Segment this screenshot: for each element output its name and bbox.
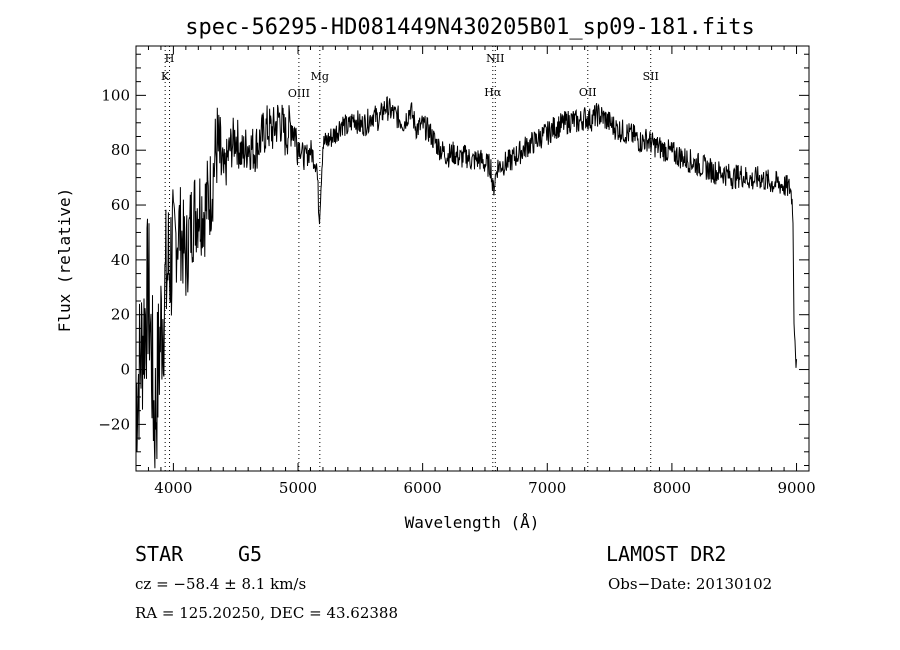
spectral-line-label: NII [486, 52, 504, 65]
spectrum-line [135, 96, 797, 469]
object-subclass: G5 [238, 542, 263, 566]
spectral-line-label: H [165, 52, 175, 65]
y-tick-label: −20 [98, 415, 130, 433]
x-axis-label: Wavelength (Å) [405, 513, 540, 532]
y-tick-label: 80 [111, 141, 130, 159]
x-tick-label: 5000 [279, 479, 317, 497]
x-axis-ticks: 4000 5000 6000 7000 8000 9000 [147, 46, 816, 497]
survey-name: LAMOST DR2 [606, 542, 727, 566]
y-tick-label: 40 [111, 251, 130, 269]
spectral-line-label: K [161, 70, 170, 83]
y-tick-label: 100 [101, 86, 130, 104]
x-tick-label: 9000 [777, 479, 815, 497]
object-class: STAR [135, 542, 184, 566]
y-tick-label: 20 [111, 306, 130, 324]
x-tick-label: 6000 [404, 479, 442, 497]
y-tick-label: 0 [120, 361, 130, 379]
redshift-velocity: cz = −58.4 ± 8.1 km/s [135, 575, 307, 593]
spectral-line-label: Mg [311, 70, 329, 83]
spectral-line-label: OII [579, 86, 597, 99]
y-axis-label: Flux (relative) [55, 188, 74, 333]
y-axis-ticks: −20 0 20 40 60 80 100 [98, 53, 809, 467]
spectral-line-label: SII [643, 70, 659, 83]
x-tick-label: 4000 [154, 479, 192, 497]
spectral-line-label: Hα [484, 86, 502, 99]
x-tick-label: 8000 [653, 479, 691, 497]
spectral-line-label: OIII [288, 87, 310, 100]
chart-title: spec-56295-HD081449N430205B01_sp09-181.f… [185, 15, 755, 40]
observation-date: Obs−Date: 20130102 [608, 575, 773, 593]
plot-frame [135, 45, 810, 472]
sky-coordinates: RA = 125.20250, DEC = 43.62388 [135, 604, 399, 622]
y-tick-label: 60 [111, 196, 130, 214]
x-tick-label: 7000 [528, 479, 566, 497]
